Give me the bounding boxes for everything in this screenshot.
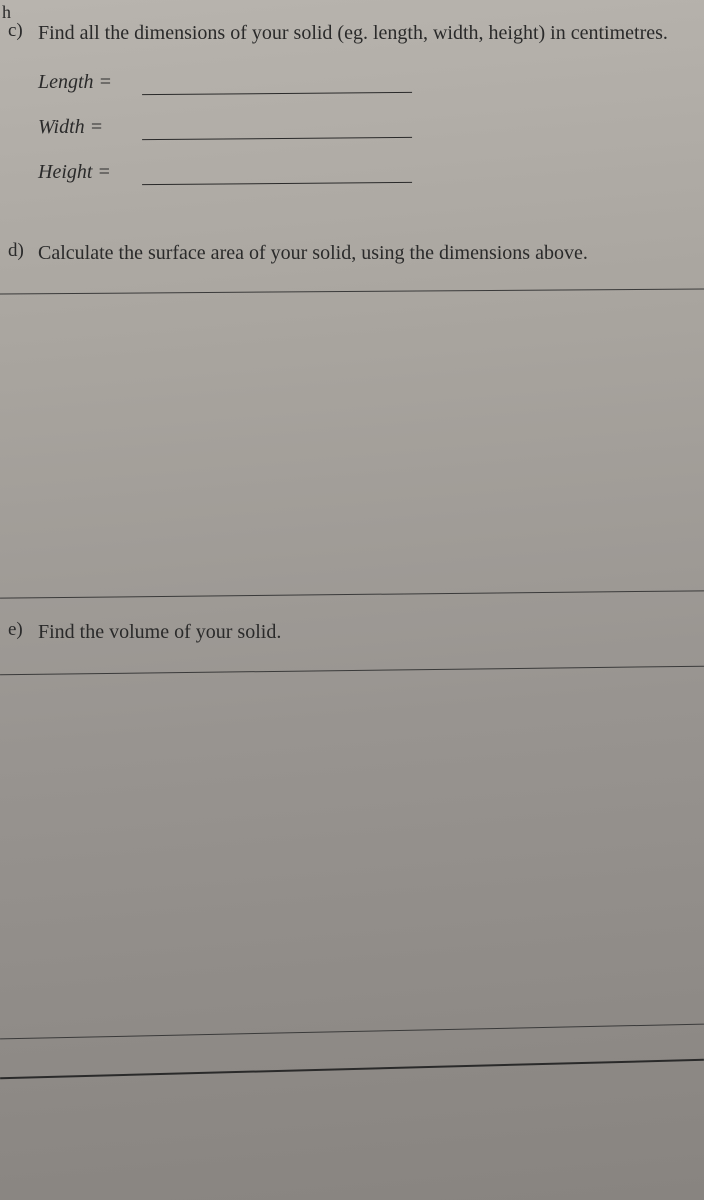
question-c-header: c) Find all the dimensions of your solid… xyxy=(8,20,690,47)
corner-mark: h xyxy=(2,2,11,23)
question-d-header: d) Calculate the surface area of your so… xyxy=(8,240,690,267)
question-e: e) Find the volume of your solid. xyxy=(8,594,690,1070)
length-label: Length = xyxy=(38,71,134,94)
e-answer-space[interactable] xyxy=(8,671,690,1031)
height-row: Height = xyxy=(38,161,690,184)
question-c: c) Find all the dimensions of your solid… xyxy=(8,20,690,184)
height-blank[interactable] xyxy=(142,165,412,185)
worksheet-page: c) Find all the dimensions of your solid… xyxy=(0,0,704,1070)
width-label: Width = xyxy=(38,116,134,139)
question-d-letter: d) xyxy=(8,240,30,262)
question-c-letter: c) xyxy=(8,20,30,42)
length-row: Length = xyxy=(38,71,690,94)
width-row: Width = xyxy=(38,116,690,139)
dimension-rows: Length = Width = Height = xyxy=(8,71,690,184)
bottom-rules xyxy=(0,1031,704,1070)
question-d: d) Calculate the surface area of your so… xyxy=(8,240,690,562)
width-blank[interactable] xyxy=(142,120,412,140)
question-e-letter: e) xyxy=(8,619,30,641)
e-top-rule xyxy=(0,590,704,598)
question-e-header: e) Find the volume of your solid. xyxy=(8,619,690,646)
bottom-rule-2 xyxy=(0,1059,704,1079)
d-answer-space[interactable] xyxy=(8,292,690,562)
question-e-text: Find the volume of your solid. xyxy=(38,619,281,646)
question-c-text: Find all the dimensions of your solid (e… xyxy=(38,20,668,47)
question-d-text: Calculate the surface area of your solid… xyxy=(38,240,588,267)
length-blank[interactable] xyxy=(142,75,412,95)
height-label: Height = xyxy=(38,161,134,184)
